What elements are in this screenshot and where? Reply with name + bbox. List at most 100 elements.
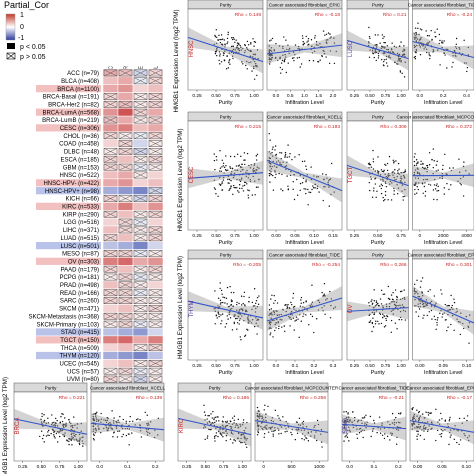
scatter-dot xyxy=(373,190,375,192)
scatter-dot xyxy=(272,420,275,423)
scatter-dot xyxy=(414,38,416,40)
scatter-dot xyxy=(386,315,388,317)
scatter-dot xyxy=(307,38,310,40)
scatter-dot xyxy=(292,181,294,183)
scatter-dot xyxy=(447,326,449,328)
nonsig-cross xyxy=(103,289,118,297)
scatter-points xyxy=(343,411,402,445)
confidence-band xyxy=(410,410,474,445)
scatter-dot xyxy=(456,441,458,444)
scatter-dot xyxy=(426,166,429,169)
scatter-dot xyxy=(295,309,297,312)
scatter-dot xyxy=(221,182,223,185)
scatter-dot xyxy=(237,48,239,51)
scatter-dot xyxy=(448,420,451,422)
scatter-dot xyxy=(270,59,273,61)
scatter-dot xyxy=(467,46,470,49)
scatter-dot xyxy=(268,162,270,164)
scatter-dot xyxy=(302,315,304,318)
scatter-dot xyxy=(53,421,55,424)
scatter-dot xyxy=(382,306,384,309)
scatter-dot xyxy=(258,178,260,181)
scatter-dot xyxy=(422,306,425,308)
scatter-dot xyxy=(284,151,287,154)
scatter-dot xyxy=(452,308,454,311)
scatter-dot xyxy=(349,419,351,421)
scatter-dot xyxy=(404,195,406,198)
scatter-dot xyxy=(275,157,278,159)
nonsig-cross xyxy=(148,250,163,257)
scatter-dot xyxy=(354,416,356,419)
scatter-dot xyxy=(305,179,307,181)
cross-box xyxy=(148,367,163,375)
scatter-dot xyxy=(256,418,259,421)
cross-line xyxy=(103,375,118,383)
scatter-dot xyxy=(239,440,241,443)
scatter-dot xyxy=(276,310,278,312)
scatter-dot xyxy=(214,416,217,418)
nonsig-cross xyxy=(118,320,133,328)
scatter-dot xyxy=(369,189,371,192)
scatter-dot xyxy=(399,58,402,60)
scatter-dot xyxy=(383,64,385,67)
scatter-dot xyxy=(305,35,307,38)
scatter-dot xyxy=(244,159,246,161)
scatter-dot xyxy=(433,184,436,186)
scatter-dot xyxy=(305,314,307,316)
scatter-dot xyxy=(414,293,416,295)
scatter-dot xyxy=(396,295,398,298)
scatter-dot xyxy=(247,317,249,319)
scatter-dot xyxy=(368,42,370,44)
cross-line xyxy=(103,210,118,218)
x-tick-label: 1.00 xyxy=(396,363,406,369)
scatter-dot xyxy=(376,44,378,46)
nonsig-cross xyxy=(148,320,163,328)
heatmap-cell xyxy=(102,202,119,211)
scatter-dot xyxy=(373,313,376,316)
scatter-dot xyxy=(296,194,299,196)
scatter-dot xyxy=(361,422,363,425)
scatter-dot xyxy=(238,164,241,166)
scatter-dot xyxy=(389,423,391,426)
scatter-dot xyxy=(379,174,382,176)
scatter-dot xyxy=(419,415,422,417)
scatter-dot xyxy=(243,435,245,437)
row-label: KIRC (n=533) xyxy=(62,205,99,211)
scatter-dot xyxy=(269,139,271,141)
scatter-dot xyxy=(270,173,273,176)
row-label: SKCM (n=471) xyxy=(59,307,99,313)
scatter-dot xyxy=(78,439,80,442)
scatter-dot xyxy=(75,433,77,436)
scatter-dot xyxy=(305,181,307,183)
scatter-dot xyxy=(218,183,221,185)
scatter-dot xyxy=(252,167,255,170)
cross-line xyxy=(148,140,163,147)
heatmap-cell xyxy=(102,108,119,117)
cross-box xyxy=(103,265,118,273)
scatter-dot xyxy=(402,196,404,198)
scatter-dot xyxy=(368,162,371,164)
scatter-dot xyxy=(327,182,329,184)
scatter-dot xyxy=(233,186,235,189)
scatter-dot xyxy=(100,431,102,434)
scatter-dot xyxy=(104,419,107,422)
row-label: GBM (n=153) xyxy=(63,165,99,171)
scatter-dot xyxy=(232,48,235,51)
scatter-dot xyxy=(396,193,399,195)
scatter-dot xyxy=(285,165,288,167)
scatter-dot xyxy=(56,425,59,427)
scatter-dot xyxy=(397,308,399,311)
scatter-dot xyxy=(432,172,434,175)
scatter-dot xyxy=(271,430,273,432)
scatter-dot xyxy=(242,308,244,310)
scatter-dot xyxy=(63,434,66,436)
scatter-dot xyxy=(399,180,402,182)
nonsig-cross xyxy=(118,218,133,226)
scatter-dot xyxy=(422,426,425,428)
scatter-dot xyxy=(306,309,308,311)
scatter-dot xyxy=(231,171,233,173)
scatter-dot xyxy=(232,45,234,48)
row-label: BRCA (n=1100) xyxy=(57,87,99,93)
scatter-dot xyxy=(257,186,259,188)
scatter-dot xyxy=(270,47,273,49)
